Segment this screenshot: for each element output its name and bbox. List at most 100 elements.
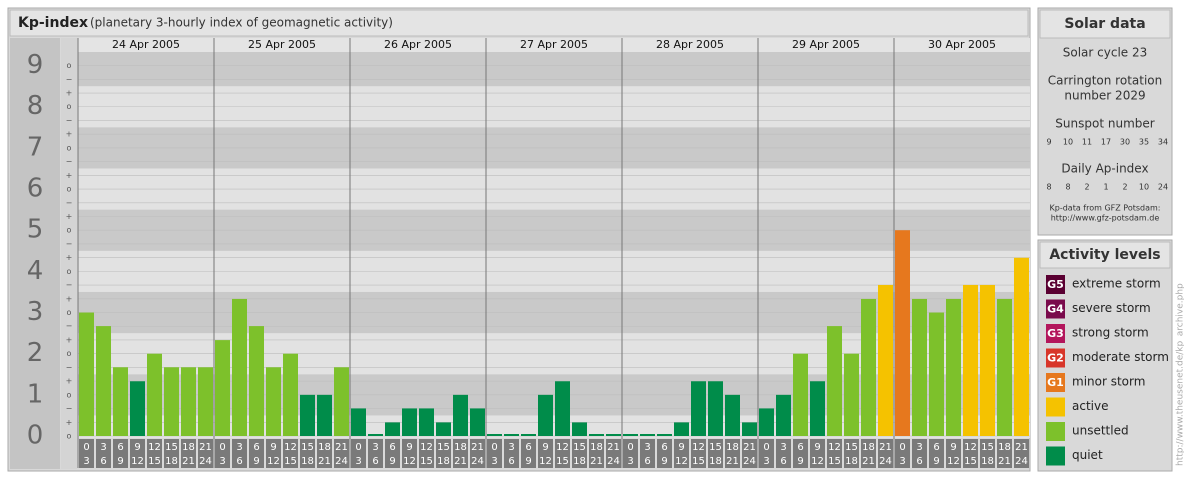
ap-value: 1 (1103, 183, 1108, 192)
hour-box (929, 439, 944, 468)
ap-value: 2 (1122, 183, 1127, 192)
hour-end: 6 (236, 456, 242, 467)
hour-box (436, 439, 451, 468)
hour-box (980, 439, 995, 468)
hour-box (368, 439, 383, 468)
hour-start: 9 (950, 442, 956, 453)
bar (810, 381, 825, 436)
hour-start: 15 (709, 442, 722, 453)
hour-end: 18 (981, 456, 994, 467)
bar (249, 326, 264, 436)
hour-box (385, 439, 400, 468)
hour-box (232, 439, 247, 468)
hour-box (793, 439, 808, 468)
hour-end: 12 (403, 456, 416, 467)
hour-end: 18 (573, 456, 586, 467)
hour-box (96, 439, 111, 468)
bar (623, 434, 638, 436)
sunspot-value: 35 (1139, 138, 1149, 147)
bar (691, 381, 706, 436)
y-tick-label: 9 (27, 50, 44, 80)
hour-box (164, 439, 179, 468)
hour-start: 18 (182, 442, 195, 453)
hour-start: 3 (916, 442, 922, 453)
sub-tick-label: o (67, 143, 72, 152)
solar-text: Kp-data from GFZ Potsdam: (1050, 204, 1161, 213)
bar (742, 422, 757, 436)
legend-label: unsettled (1072, 424, 1129, 438)
hour-start: 0 (627, 442, 633, 453)
sub-tick-label: + (66, 377, 73, 386)
hour-start: 12 (556, 442, 569, 453)
bar (759, 408, 774, 436)
hour-end: 24 (471, 456, 484, 467)
chart-subtitle: (planetary 3-hourly index of geomagnetic… (90, 16, 393, 30)
sub-tick-label: − (66, 239, 73, 248)
hour-box (912, 439, 927, 468)
sub-tick-label: + (66, 212, 73, 221)
hour-box (861, 439, 876, 468)
sub-tick-label: o (67, 61, 72, 70)
bar (980, 284, 995, 436)
hour-end: 15 (828, 456, 841, 467)
hour-end: 12 (947, 456, 960, 467)
hour-box (147, 439, 162, 468)
hour-end: 21 (590, 456, 603, 467)
sub-tick-label: + (66, 418, 73, 427)
hour-start: 3 (100, 442, 106, 453)
hour-start: 15 (845, 442, 858, 453)
bar (79, 312, 94, 436)
solar-text: http://www.gfz-potsdam.de (1051, 214, 1160, 223)
bar (674, 422, 689, 436)
hour-start: 9 (814, 442, 820, 453)
y-tick-label: 8 (27, 91, 44, 121)
hour-end: 9 (117, 456, 123, 467)
hour-box (79, 439, 94, 468)
hour-box (334, 439, 349, 468)
hour-end: 6 (372, 456, 378, 467)
hour-end: 18 (709, 456, 722, 467)
hour-start: 21 (1015, 442, 1028, 453)
sub-tick-label: + (66, 130, 73, 139)
hour-start: 21 (199, 442, 212, 453)
hour-end: 3 (83, 456, 89, 467)
day-label: 27 Apr 2005 (520, 38, 588, 51)
bar (470, 408, 485, 436)
hour-box (555, 439, 570, 468)
credit: http://www.theusenet.de/kp_archive.php (1176, 283, 1184, 466)
y-tick-label: 2 (27, 338, 44, 368)
bar (317, 394, 332, 436)
hour-box (691, 439, 706, 468)
hour-start: 15 (165, 442, 178, 453)
hour-start: 0 (355, 442, 361, 453)
hour-end: 6 (100, 456, 106, 467)
ap-value: 8 (1065, 183, 1070, 192)
hour-start: 9 (542, 442, 548, 453)
bar (776, 394, 791, 436)
hour-box (351, 439, 366, 468)
hour-box (725, 439, 740, 468)
bar (419, 408, 434, 436)
hour-end: 21 (454, 456, 467, 467)
hour-end: 21 (998, 456, 1011, 467)
hour-box (657, 439, 672, 468)
hour-end: 15 (556, 456, 569, 467)
hour-start: 0 (83, 442, 89, 453)
hour-end: 21 (318, 456, 331, 467)
bar (946, 298, 961, 436)
hour-box (317, 439, 332, 468)
hour-start: 6 (389, 442, 395, 453)
bar (130, 381, 145, 436)
hour-start: 18 (726, 442, 739, 453)
sub-tick-label: o (67, 267, 72, 276)
hour-end: 9 (933, 456, 939, 467)
solar-text: Solar data (1064, 16, 1145, 32)
hour-end: 18 (165, 456, 178, 467)
day-label: 29 Apr 2005 (792, 38, 860, 51)
hour-end: 24 (879, 456, 892, 467)
solar-text: number 2029 (1064, 89, 1145, 103)
hour-start: 3 (236, 442, 242, 453)
bar (963, 284, 978, 436)
hour-start: 6 (525, 442, 531, 453)
title-bar (9, 9, 1029, 37)
